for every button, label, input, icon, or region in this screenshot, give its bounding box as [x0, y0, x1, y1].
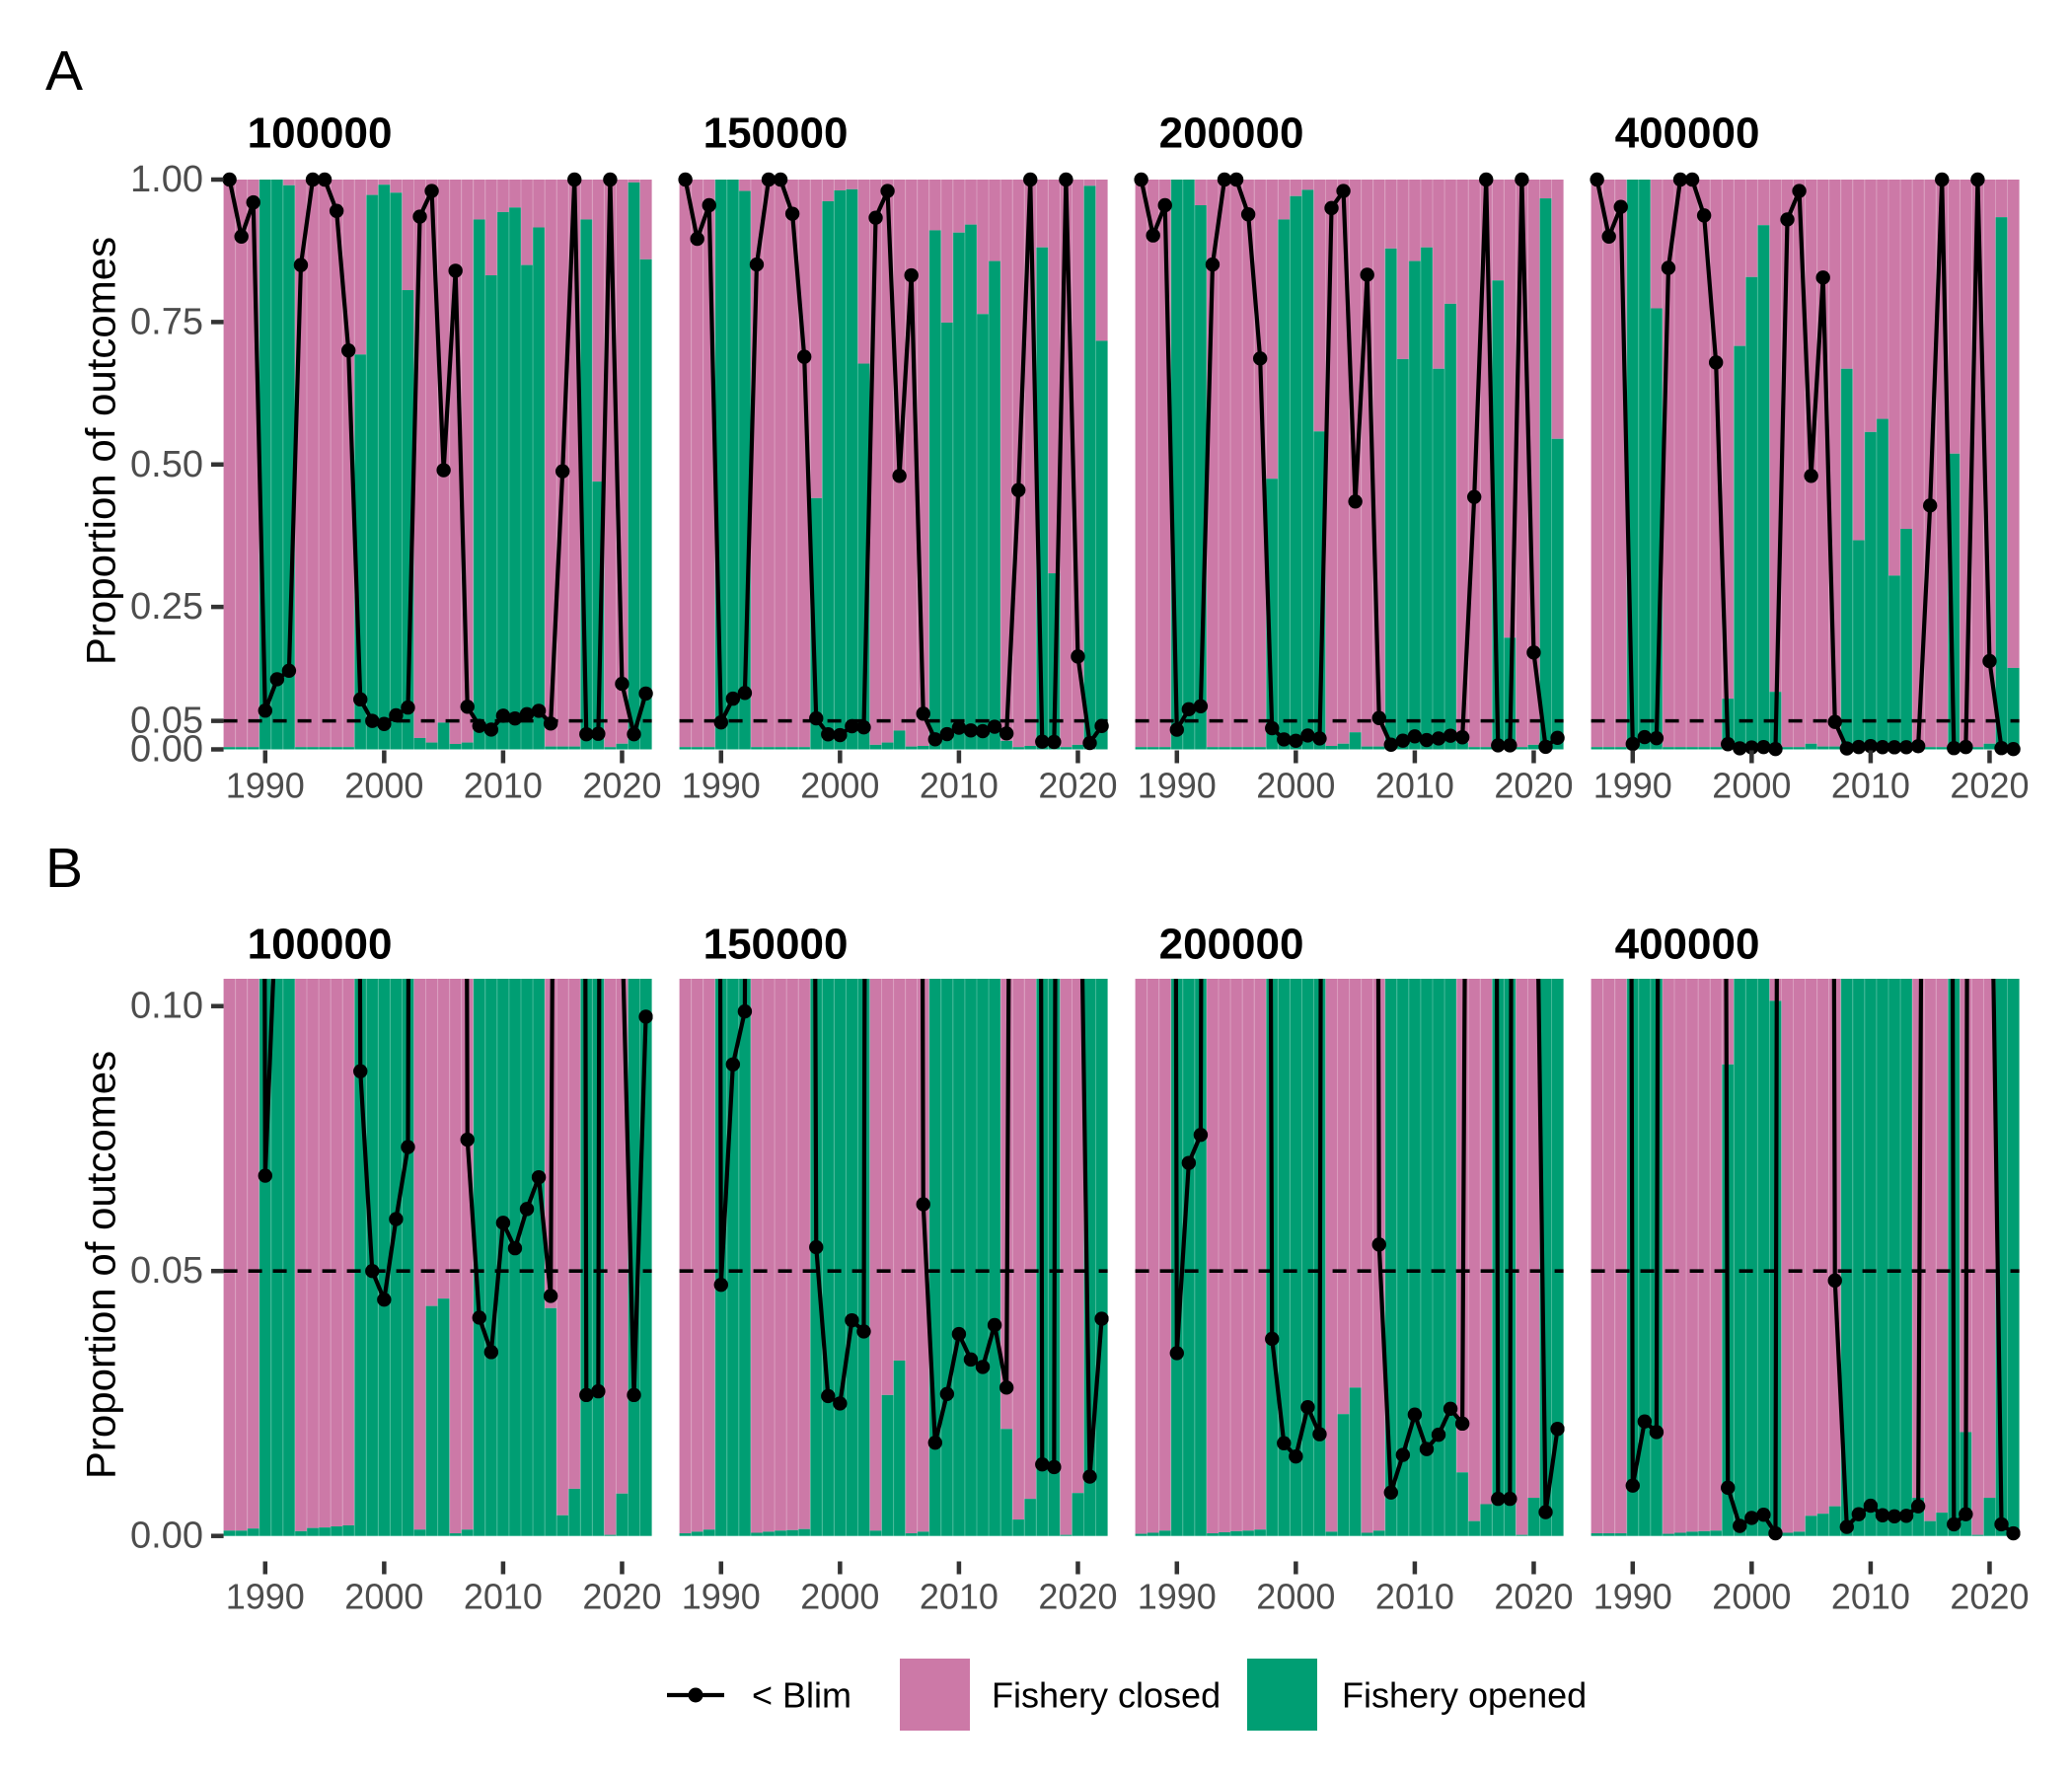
svg-text:400000: 400000 — [1615, 921, 1760, 969]
svg-text:0.05: 0.05 — [130, 1250, 203, 1292]
svg-text:0.75: 0.75 — [130, 301, 203, 342]
svg-text:Fishery closed: Fishery closed — [992, 1675, 1221, 1716]
svg-text:2010: 2010 — [464, 1577, 543, 1617]
svg-text:2010: 2010 — [1831, 1577, 1910, 1617]
svg-text:Fishery opened: Fishery opened — [1342, 1675, 1587, 1716]
svg-text:2010: 2010 — [464, 766, 543, 806]
svg-text:100000: 100000 — [248, 921, 393, 969]
svg-text:2010: 2010 — [1831, 766, 1910, 806]
svg-text:2020: 2020 — [582, 1577, 661, 1617]
svg-text:2020: 2020 — [1950, 766, 2029, 806]
svg-text:B: B — [45, 837, 83, 900]
svg-text:1990: 1990 — [226, 766, 305, 806]
svg-text:1990: 1990 — [1593, 766, 1672, 806]
svg-text:2020: 2020 — [1950, 1577, 2029, 1617]
svg-text:1990: 1990 — [226, 1577, 305, 1617]
svg-text:0.25: 0.25 — [130, 586, 203, 628]
svg-text:200000: 200000 — [1159, 921, 1304, 969]
svg-text:2000: 2000 — [1712, 766, 1791, 806]
svg-text:2000: 2000 — [800, 766, 879, 806]
svg-text:2000: 2000 — [1712, 1577, 1791, 1617]
svg-text:1.00: 1.00 — [130, 159, 203, 200]
svg-text:1990: 1990 — [1138, 1577, 1217, 1617]
svg-text:150000: 150000 — [703, 110, 849, 158]
svg-text:0.00: 0.00 — [130, 729, 203, 771]
svg-text:0.10: 0.10 — [130, 986, 203, 1027]
svg-text:0.50: 0.50 — [130, 444, 203, 485]
svg-text:2000: 2000 — [800, 1577, 879, 1617]
svg-text:1990: 1990 — [682, 1577, 761, 1617]
svg-text:2020: 2020 — [1038, 766, 1117, 806]
svg-text:0.00: 0.00 — [130, 1516, 203, 1557]
svg-text:1990: 1990 — [1138, 766, 1217, 806]
svg-text:200000: 200000 — [1159, 110, 1304, 158]
svg-text:2020: 2020 — [1494, 1577, 1573, 1617]
svg-text:2000: 2000 — [1256, 766, 1335, 806]
svg-text:2020: 2020 — [1494, 766, 1573, 806]
svg-text:2010: 2010 — [1375, 766, 1454, 806]
svg-text:2010: 2010 — [1375, 1577, 1454, 1617]
svg-text:1990: 1990 — [682, 766, 761, 806]
svg-text:400000: 400000 — [1615, 110, 1760, 158]
svg-text:2020: 2020 — [582, 766, 661, 806]
svg-text:0.05: 0.05 — [130, 701, 203, 742]
svg-text:2010: 2010 — [920, 766, 999, 806]
svg-text:2000: 2000 — [344, 766, 423, 806]
svg-text:< Blim: < Blim — [752, 1675, 851, 1716]
svg-text:2000: 2000 — [1256, 1577, 1335, 1617]
svg-text:100000: 100000 — [248, 110, 393, 158]
svg-text:A: A — [45, 39, 83, 103]
svg-text:2000: 2000 — [344, 1577, 423, 1617]
svg-text:2010: 2010 — [920, 1577, 999, 1617]
svg-text:Proportion of outcomes: Proportion of outcomes — [78, 237, 124, 665]
svg-text:1990: 1990 — [1593, 1577, 1672, 1617]
svg-text:2020: 2020 — [1038, 1577, 1117, 1617]
svg-text:150000: 150000 — [703, 921, 849, 969]
svg-text:Proportion of outcomes: Proportion of outcomes — [78, 1051, 124, 1479]
